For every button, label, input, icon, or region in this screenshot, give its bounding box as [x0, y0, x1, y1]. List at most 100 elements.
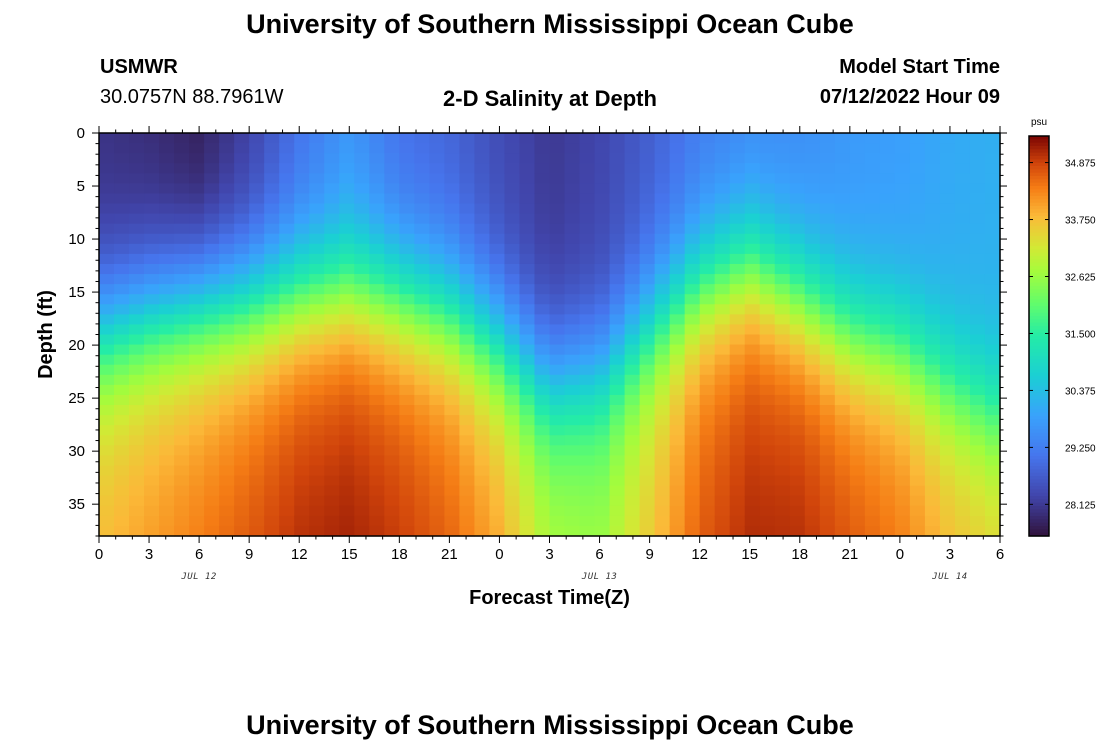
heatmap-cell: [639, 485, 656, 497]
heatmap-cell: [894, 163, 911, 174]
heatmap-cell: [954, 183, 971, 195]
heatmap-cell: [399, 505, 415, 517]
heatmap-cell: [909, 344, 926, 356]
heatmap-cell: [294, 505, 310, 517]
heatmap-cell: [534, 364, 551, 376]
heatmap-cell: [834, 495, 851, 507]
heatmap-cell: [384, 153, 400, 164]
heatmap-cell: [774, 445, 791, 456]
heatmap-cell: [804, 243, 821, 255]
heatmap-cell: [774, 233, 791, 245]
heatmap-cell: [324, 364, 340, 376]
heatmap-cell: [249, 505, 265, 517]
colorbar-tick-label: 30.375: [1065, 386, 1096, 397]
heatmap-cell: [789, 465, 806, 477]
heatmap-cell: [309, 304, 325, 315]
heatmap-cell: [804, 314, 821, 326]
heatmap-cell: [114, 405, 130, 416]
heatmap-cell: [534, 213, 551, 225]
heatmap-cell: [834, 364, 851, 376]
heatmap-cell: [894, 223, 911, 235]
heatmap-cell: [969, 173, 986, 184]
heatmap-cell: [159, 173, 175, 184]
heatmap-cell: [624, 405, 641, 416]
colorbar-segment: [1029, 472, 1049, 477]
colorbar-segment: [1029, 392, 1049, 397]
heatmap-cell: [624, 515, 641, 527]
colorbar-segment: [1029, 349, 1049, 354]
heatmap-cell: [714, 263, 731, 275]
heatmap-cell: [984, 485, 1001, 497]
heatmap-cell: [174, 203, 190, 215]
colorbar-segment: [1029, 186, 1049, 190]
heatmap-cell: [504, 233, 521, 245]
colorbar-segment: [1029, 362, 1049, 367]
heatmap-cell: [264, 394, 280, 406]
heatmap-cell: [699, 223, 716, 235]
heatmap-cell: [444, 314, 460, 326]
heatmap-cell: [414, 344, 430, 356]
heatmap-cell: [399, 203, 415, 215]
heatmap-cell: [189, 203, 205, 215]
heatmap-cell: [804, 163, 821, 174]
heatmap-cell: [309, 384, 325, 396]
heatmap-cell: [144, 364, 160, 376]
heatmap-cell: [339, 425, 355, 436]
heatmap-cell: [459, 233, 476, 245]
heatmap-cell: [204, 314, 220, 326]
heatmap-cell: [579, 465, 596, 477]
colorbar-segment: [1029, 239, 1049, 244]
heatmap-cell: [819, 354, 836, 366]
heatmap-cell: [579, 233, 596, 245]
day-label: JUL 12: [180, 572, 217, 582]
heatmap-cell: [789, 475, 806, 487]
heatmap-cell: [249, 415, 265, 426]
colorbar-segment: [1029, 169, 1049, 174]
heatmap-cell: [879, 143, 896, 154]
heatmap-cell: [414, 485, 430, 497]
heatmap-cell: [144, 374, 160, 386]
heatmap-cell: [984, 405, 1001, 416]
heatmap-cell: [354, 415, 370, 426]
heatmap-cell: [309, 465, 325, 477]
heatmap-cell: [204, 415, 220, 426]
heatmap-cell: [969, 314, 986, 326]
heatmap-cell: [429, 334, 445, 346]
heatmap-cell: [144, 243, 160, 255]
heatmap-cell: [504, 294, 521, 305]
heatmap-cell: [714, 324, 731, 336]
heatmap-cell: [789, 193, 806, 205]
heatmap-cell: [669, 445, 686, 456]
heatmap-cell: [669, 515, 686, 527]
heatmap-cell: [744, 243, 761, 255]
heatmap-cell: [909, 435, 926, 446]
y-tick-label: 30: [68, 443, 85, 460]
heatmap-cell: [609, 475, 626, 487]
heatmap-cell: [579, 525, 596, 537]
heatmap-cell: [414, 475, 430, 487]
heatmap-cell: [744, 495, 761, 507]
heatmap-cell: [699, 294, 716, 305]
heatmap-cell: [759, 465, 776, 477]
heatmap-cell: [204, 153, 220, 164]
heatmap-cell: [234, 495, 250, 507]
heatmap-cell: [99, 284, 115, 295]
heatmap-cell: [264, 163, 280, 174]
heatmap-cell: [969, 445, 986, 456]
heatmap-cell: [504, 495, 521, 507]
heatmap-cell: [264, 435, 280, 446]
heatmap-cell: [444, 455, 460, 467]
heatmap-cell: [354, 263, 370, 275]
heatmap-cell: [939, 425, 956, 436]
heatmap-cell: [294, 203, 310, 215]
heatmap-cell: [219, 354, 235, 366]
colorbar-segment: [1029, 456, 1049, 460]
heatmap-cell: [864, 344, 881, 356]
heatmap-cell: [744, 263, 761, 275]
heatmap-cell: [474, 384, 491, 396]
heatmap-cell: [729, 354, 746, 366]
heatmap-cell: [564, 284, 581, 295]
heatmap-cell: [249, 304, 265, 315]
heatmap-cell: [519, 455, 536, 467]
